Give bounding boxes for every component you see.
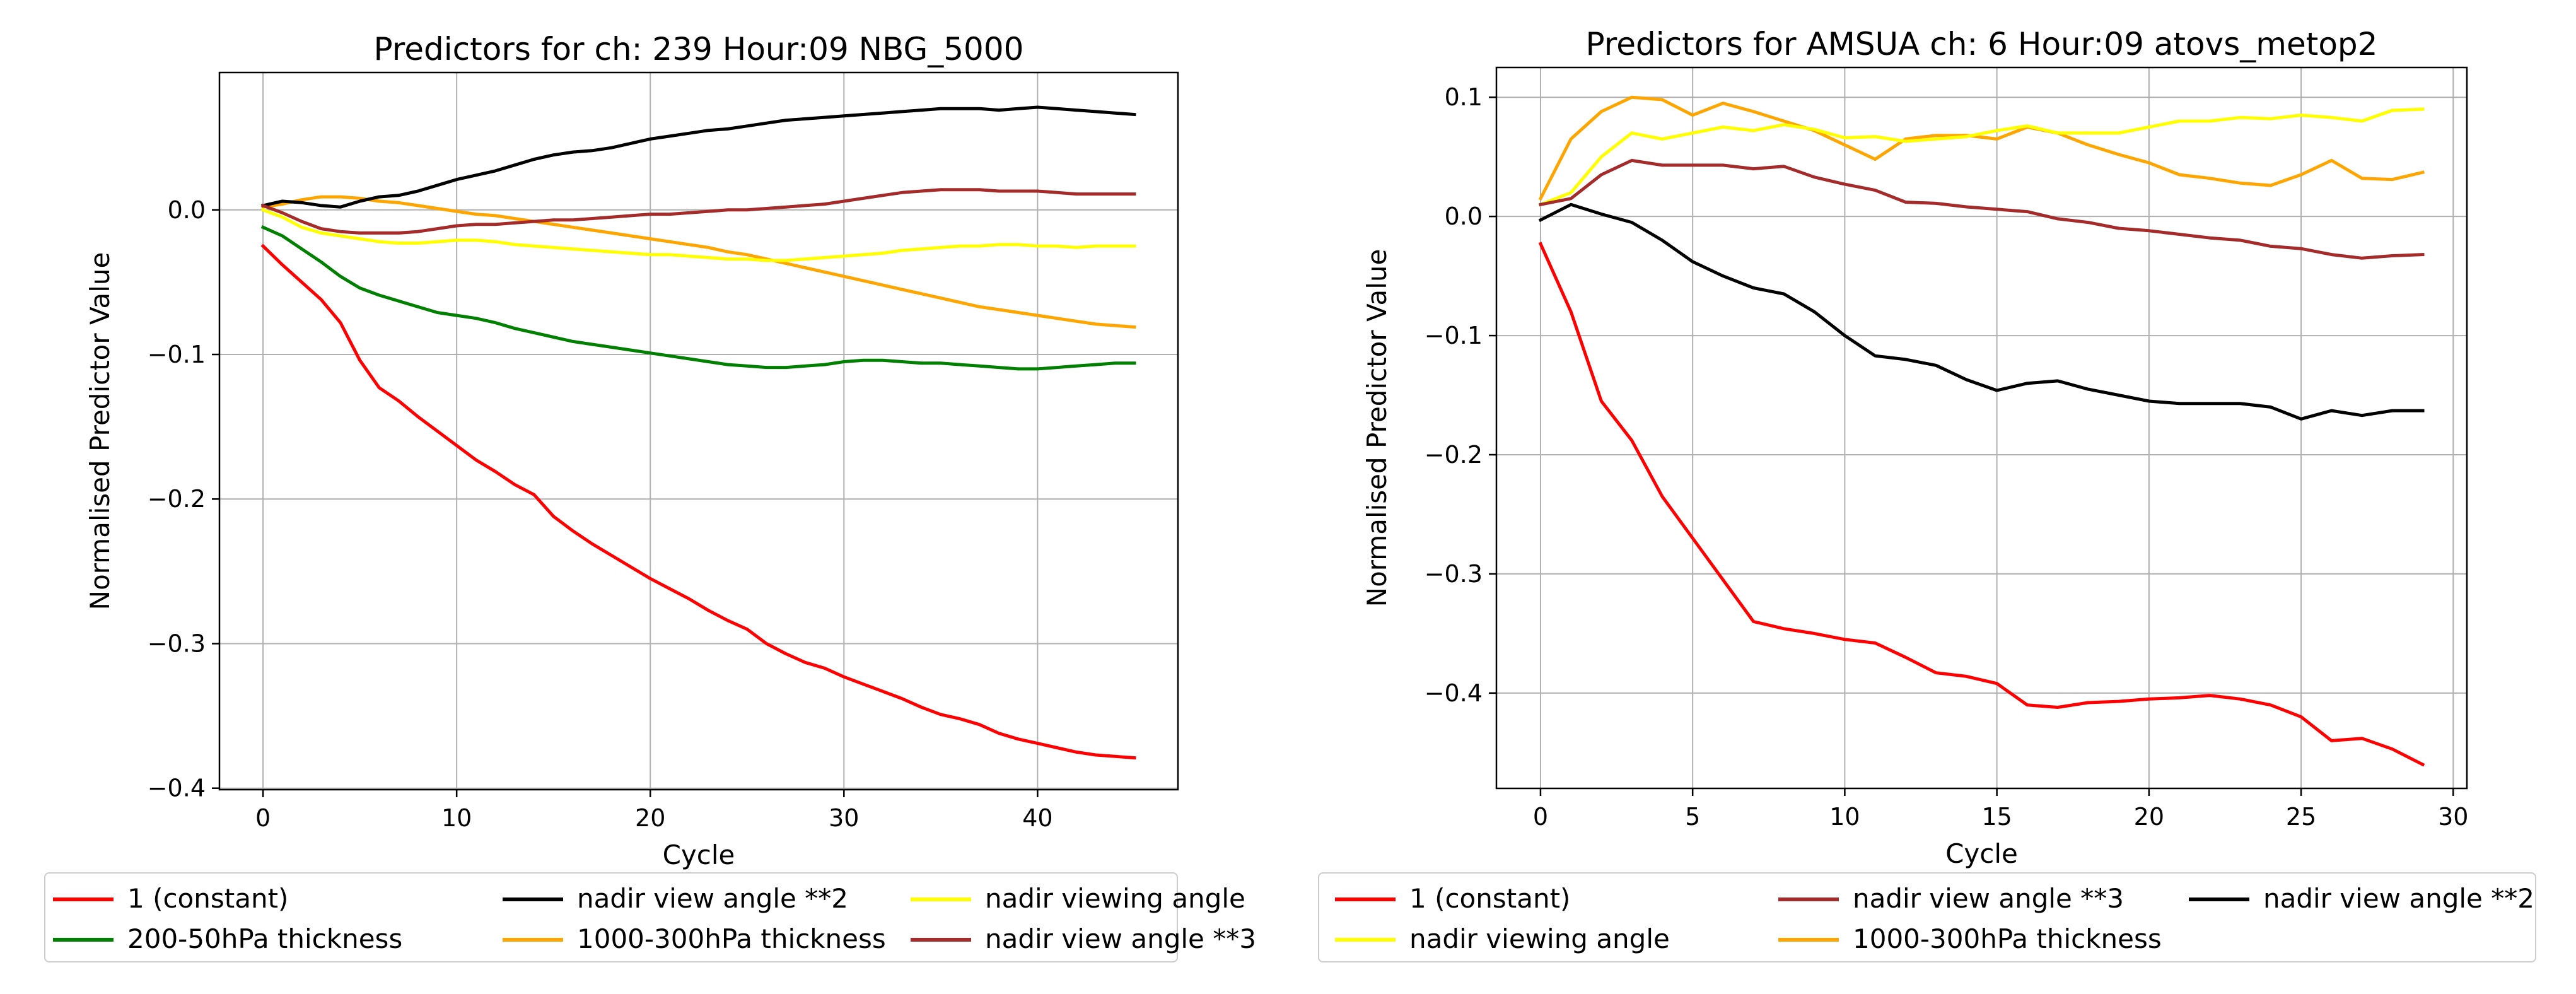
chart-title: Predictors for ch: 239 Hour:09 NBG_5000 bbox=[374, 31, 1024, 67]
x-tick-label: 40 bbox=[1022, 804, 1052, 832]
legend-swatch bbox=[53, 938, 114, 942]
x-tick-label: 30 bbox=[829, 804, 859, 832]
legend-label: nadir viewing angle bbox=[985, 883, 1245, 914]
series-line-nadir-view-angle-3 bbox=[1539, 158, 2425, 260]
right-chart-legend: 1 (constant) nadir viewing angle nadir vie… bbox=[1318, 872, 2536, 962]
x-tick-label: 0 bbox=[255, 804, 271, 832]
series-line-1000-300hpa-thickness bbox=[1538, 95, 2425, 201]
y-tick-label: −0.2 bbox=[1425, 441, 1483, 469]
left-chart: 0 10 20 30 40 −0.4 −0.3 −0.2 −0.1 0.0 Predictors f… bbox=[85, 31, 1179, 870]
legend-swatch bbox=[1778, 898, 1839, 901]
y-tick-label: −0.4 bbox=[148, 775, 206, 802]
legend-label: 1 (constant) bbox=[1409, 883, 1571, 914]
y-tick-label: −0.1 bbox=[148, 341, 206, 368]
legend-label: nadir viewing angle bbox=[1409, 923, 1670, 954]
y-tick-label: −0.1 bbox=[1425, 322, 1483, 349]
legend-label: nadir view angle **2 bbox=[2263, 883, 2534, 914]
x-axis-label: Cycle bbox=[663, 839, 735, 870]
series-line-1-constant bbox=[260, 243, 1136, 760]
y-axis-label: Normalised Predictor Value bbox=[1361, 249, 1392, 607]
legend-label: 1 (constant) bbox=[127, 883, 289, 914]
series-line-nadir-viewing-angle bbox=[260, 208, 1136, 262]
x-tick-label: 10 bbox=[441, 804, 472, 832]
y-tick-label: 0.0 bbox=[1445, 202, 1483, 230]
x-tick-label: 25 bbox=[2286, 803, 2316, 831]
legend-label: nadir view angle **3 bbox=[985, 923, 1256, 954]
x-tick-label: 20 bbox=[2134, 803, 2164, 831]
y-tick-label: −0.3 bbox=[1425, 560, 1483, 588]
legend-swatch bbox=[53, 898, 114, 901]
y-axis-label: Normalised Predictor Value bbox=[85, 252, 115, 611]
series-line-nadir-view-angle-2 bbox=[261, 105, 1136, 209]
left-chart-legend: 1 (constant) 200-50hPa thickness nadir vie… bbox=[44, 872, 1256, 962]
series-line-1-constant bbox=[1538, 242, 2425, 767]
legend-label: nadir view angle **3 bbox=[1853, 883, 2124, 914]
chart-title: Predictors for AMSUA ch: 6 Hour:09 atovs… bbox=[1586, 26, 2378, 62]
plot-frame bbox=[218, 71, 1179, 791]
x-tick-label: 20 bbox=[635, 804, 665, 832]
legend-swatch bbox=[503, 938, 563, 942]
legend-label: 1000-300hPa thickness bbox=[1853, 923, 2162, 954]
legend-label: 1000-300hPa thickness bbox=[577, 923, 886, 954]
y-tick-label: −0.4 bbox=[1425, 679, 1483, 707]
x-tick-label: 5 bbox=[1685, 803, 1700, 831]
legend-label: 200-50hPa thickness bbox=[127, 923, 403, 954]
y-tick-label: 0.0 bbox=[168, 196, 206, 224]
legend-swatch bbox=[911, 898, 971, 901]
plot-frame bbox=[1495, 66, 2468, 790]
x-tick-label: 30 bbox=[2438, 803, 2468, 831]
y-tick-label: −0.2 bbox=[148, 485, 206, 513]
x-tick-label: 10 bbox=[1829, 803, 1860, 831]
legend-swatch bbox=[1778, 938, 1839, 942]
y-tick-label: 0.1 bbox=[1445, 83, 1483, 111]
series-line-nadir-view-angle-2 bbox=[1538, 202, 2425, 421]
x-tick-label: 15 bbox=[1981, 803, 2012, 831]
legend-swatch bbox=[2189, 898, 2249, 901]
legend-swatch bbox=[503, 898, 563, 901]
y-tick-label: −0.3 bbox=[148, 629, 206, 657]
series-line-200-50hpa-thickness bbox=[260, 225, 1136, 371]
legend-swatch bbox=[911, 938, 971, 942]
legend-label: nadir view angle **2 bbox=[577, 883, 848, 914]
x-tick-label: 0 bbox=[1533, 803, 1548, 831]
legend-swatch bbox=[1335, 938, 1396, 942]
series-line-nadir-viewing-angle bbox=[1538, 107, 2425, 207]
right-chart: 0 5 10 15 20 25 30 −0.4 −0.3 −0.2 −0.1 0.0 0.1 Predic… bbox=[1361, 26, 2468, 869]
series-line-nadir-view-angle-3 bbox=[260, 188, 1136, 235]
x-axis-label: Cycle bbox=[1945, 838, 2018, 869]
series-line-1000-300hpa-thickness bbox=[261, 195, 1136, 329]
legend-swatch bbox=[1335, 898, 1396, 901]
